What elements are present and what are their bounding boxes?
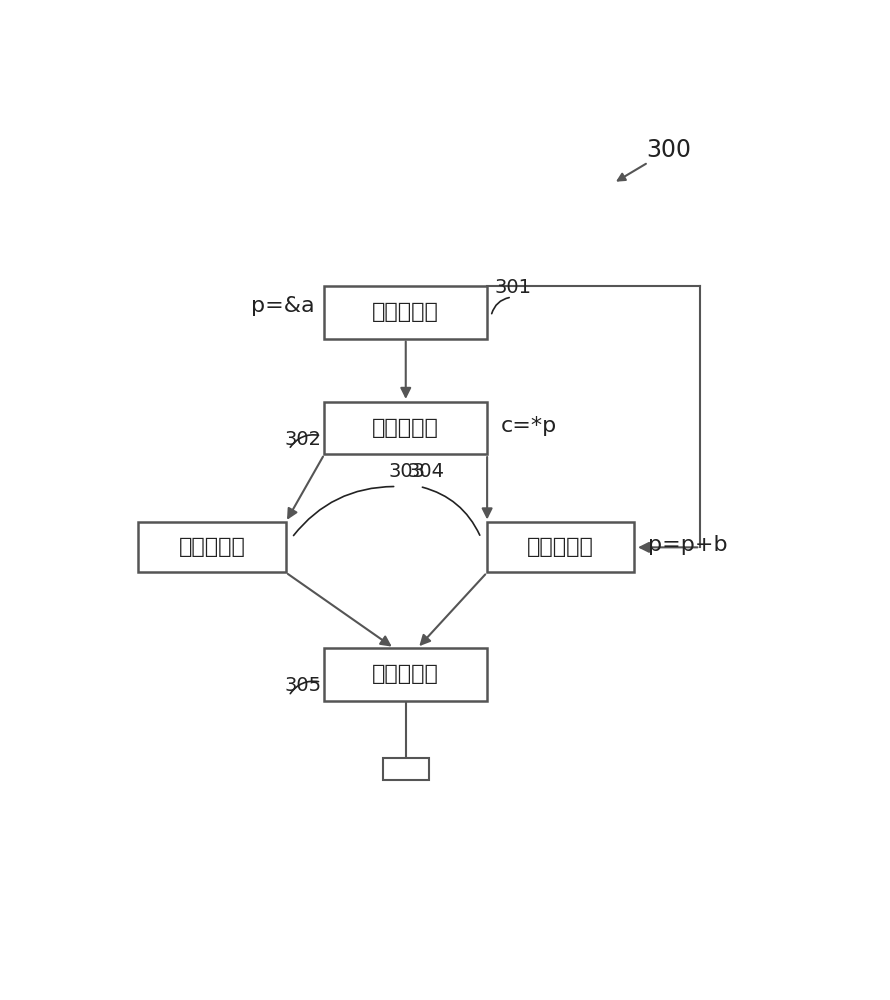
Bar <box>324 286 487 339</box>
Bar <box>487 522 635 572</box>
Text: 302: 302 <box>284 430 321 449</box>
Text: 301: 301 <box>495 278 532 297</box>
Bar <box>324 402 487 454</box>
Text: 303: 303 <box>389 462 425 481</box>
Bar <box>383 758 429 780</box>
Text: 第三基本块: 第三基本块 <box>179 537 246 557</box>
Text: c=*p: c=*p <box>501 416 557 436</box>
Text: 305: 305 <box>284 676 321 695</box>
Text: 第二基本块: 第二基本块 <box>372 418 439 438</box>
Text: p=&a: p=&a <box>251 296 314 316</box>
Text: 第五基本块: 第五基本块 <box>372 664 439 684</box>
Text: 304: 304 <box>408 462 444 481</box>
Text: 第四基本块: 第四基本块 <box>527 537 595 557</box>
Text: p=p+b: p=p+b <box>648 535 728 555</box>
Text: 300: 300 <box>646 138 691 162</box>
Bar <box>324 648 487 701</box>
Bar <box>138 522 286 572</box>
Text: 第一基本块: 第一基本块 <box>372 302 439 322</box>
